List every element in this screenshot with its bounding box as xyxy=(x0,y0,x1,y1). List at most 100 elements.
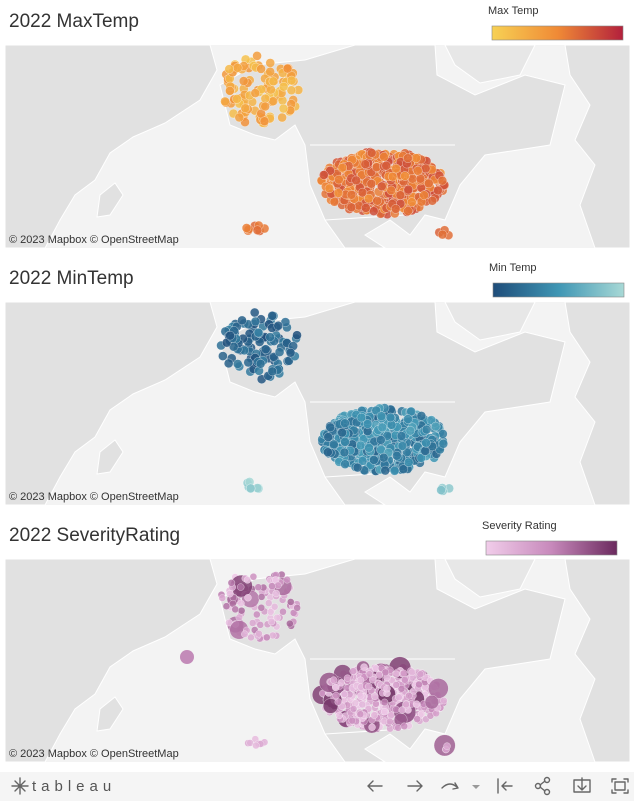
map-point xyxy=(370,711,378,719)
map-point xyxy=(248,619,257,627)
map-point xyxy=(358,700,366,709)
reset-button[interactable] xyxy=(497,778,513,794)
map-point xyxy=(231,605,239,614)
toolbar xyxy=(0,772,634,801)
map-point xyxy=(379,452,389,463)
map-point xyxy=(400,669,408,678)
map-point xyxy=(360,663,368,671)
basemap xyxy=(4,44,631,249)
map-point xyxy=(260,93,271,104)
map-point xyxy=(404,457,414,468)
map-point xyxy=(265,67,275,77)
map-point xyxy=(416,411,427,421)
map-point xyxy=(250,316,261,327)
map-point xyxy=(421,424,432,435)
map-point xyxy=(436,485,446,495)
map: © 2023 Mapbox © OpenStreetMap xyxy=(4,558,631,763)
map-point xyxy=(256,621,264,629)
map-point xyxy=(247,633,255,642)
map-point xyxy=(180,650,194,664)
map-point xyxy=(337,427,347,438)
map-point xyxy=(335,711,343,720)
map-point xyxy=(360,159,370,169)
map-point xyxy=(356,710,365,718)
map-point xyxy=(368,723,376,731)
map-point xyxy=(377,422,387,433)
map-point xyxy=(348,716,356,725)
map-attribution: © 2023 Mapbox © OpenStreetMap xyxy=(9,748,179,760)
map-point xyxy=(252,51,262,61)
map-point xyxy=(369,455,379,465)
map-point xyxy=(364,193,374,204)
map-point xyxy=(402,700,410,709)
map-point xyxy=(415,174,426,184)
map-point xyxy=(232,94,242,104)
map-point xyxy=(346,190,357,200)
map-point xyxy=(412,700,421,708)
basemap xyxy=(4,558,631,763)
map-point xyxy=(395,693,403,701)
revert-button[interactable] xyxy=(441,782,480,790)
map-point xyxy=(249,573,258,581)
map-point xyxy=(400,722,408,730)
map-point xyxy=(376,411,387,421)
map-point xyxy=(367,148,377,158)
undo-button[interactable] xyxy=(367,780,383,792)
map-point xyxy=(253,327,264,338)
map-point xyxy=(332,691,340,700)
redo-button[interactable] xyxy=(407,780,423,792)
map-point xyxy=(401,676,409,684)
map-point xyxy=(392,681,400,689)
map-point xyxy=(369,676,377,684)
map-point xyxy=(352,462,363,473)
map-point xyxy=(255,359,266,369)
map-point xyxy=(271,603,279,611)
map-point xyxy=(380,465,390,476)
map-point xyxy=(383,685,391,693)
share-button[interactable] xyxy=(534,776,551,796)
map-point xyxy=(346,202,357,212)
map-point xyxy=(438,439,448,449)
map-point xyxy=(252,225,263,235)
basemap xyxy=(4,301,631,506)
map-point xyxy=(391,163,401,174)
map-point xyxy=(416,670,425,678)
panel-title: 2022 MaxTemp xyxy=(9,11,139,32)
map-point xyxy=(437,176,448,186)
map-point xyxy=(392,670,400,678)
map-point xyxy=(405,426,415,436)
map-point xyxy=(361,203,371,213)
map-point xyxy=(268,582,276,590)
map-point xyxy=(386,185,396,196)
map-point xyxy=(424,178,434,189)
map-point xyxy=(267,608,275,616)
map-point xyxy=(392,451,402,461)
map-point xyxy=(266,84,276,95)
map-point xyxy=(417,710,426,718)
map-point xyxy=(408,668,416,676)
map-point xyxy=(292,330,302,340)
map-point xyxy=(256,64,266,74)
map-attribution: © 2023 Mapbox © OpenStreetMap xyxy=(9,491,179,503)
map-point xyxy=(424,695,439,710)
map-point xyxy=(334,698,342,706)
map-point xyxy=(357,692,365,700)
map-point xyxy=(257,604,265,612)
map-point xyxy=(380,708,389,716)
download-button[interactable] xyxy=(573,777,591,793)
map-point xyxy=(413,166,423,176)
fullscreen-button[interactable] xyxy=(611,778,629,794)
map-point xyxy=(407,197,417,207)
map-point xyxy=(419,190,429,200)
map-point xyxy=(268,96,278,106)
map-point xyxy=(392,705,400,714)
map-point xyxy=(340,418,350,428)
map-point xyxy=(396,431,407,441)
map-point xyxy=(253,610,261,619)
map-point xyxy=(278,82,289,92)
map-point xyxy=(233,63,243,73)
map-point xyxy=(261,344,271,354)
